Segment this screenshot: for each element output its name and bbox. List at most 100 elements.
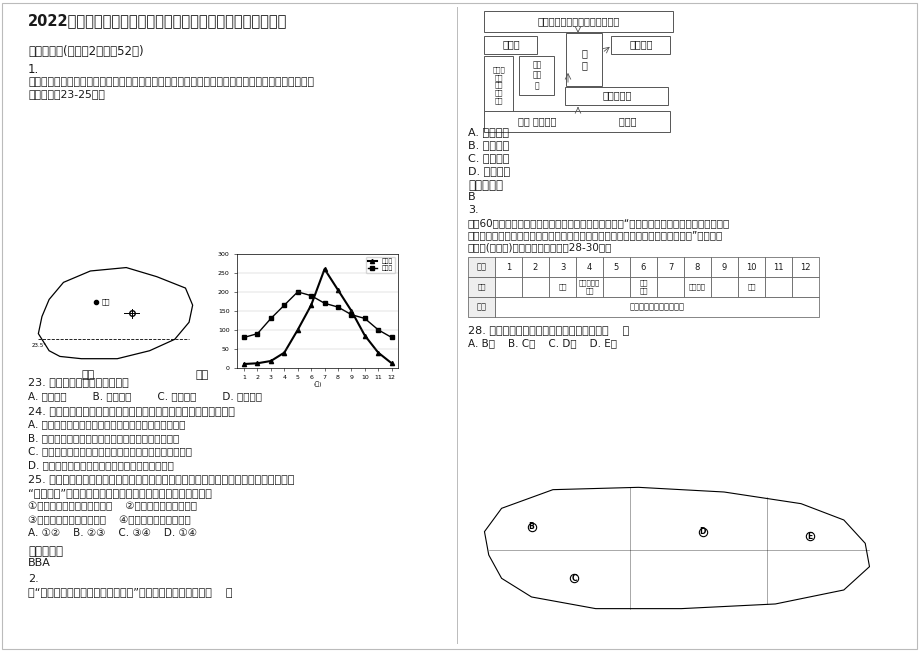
Line: 蒸发量: 蒸发量 xyxy=(242,290,393,339)
Text: 副产品: 副产品 xyxy=(502,40,519,49)
Text: ③政府扶持，科技投入较多    ④交通便利，市场潜力大: ③政府扶持，科技投入较多 ④交通便利，市场潜力大 xyxy=(28,515,190,525)
Text: 9: 9 xyxy=(721,262,726,271)
蒸发量 xyxy=(252,329,263,337)
Text: 10: 10 xyxy=(745,262,756,271)
蒸发量 xyxy=(372,326,383,334)
降水量 xyxy=(346,307,357,314)
Text: 图甲: 图甲 xyxy=(81,370,95,380)
Text: 参考答案：: 参考答案： xyxy=(28,545,62,558)
Text: 6: 6 xyxy=(641,262,645,271)
Bar xyxy=(630,277,656,297)
Bar xyxy=(710,277,737,297)
Text: 读“我国某乡镇农业产值结构规划图”，回答该地区可能位于（    ）: 读“我国某乡镇农业产值结构规划图”，回答该地区可能位于（ ） xyxy=(28,587,233,598)
Text: 23. 楚雄最严重的旱情多发生在: 23. 楚雄最严重的旱情多发生在 xyxy=(28,377,129,387)
Text: 野猪、狍子、山鸡等特色养殖业: 野猪、狍子、山鸡等特色养殖业 xyxy=(538,16,619,26)
Text: 大豆 玉米牧草                    种植业: 大豆 玉米牧草 种植业 xyxy=(517,116,636,126)
降水量 xyxy=(319,265,330,273)
Text: 翻土: 翻土 xyxy=(746,284,754,290)
Text: 23.5°: 23.5° xyxy=(31,342,46,348)
蒸发量 xyxy=(278,301,289,309)
Text: 8: 8 xyxy=(694,262,699,271)
Text: 作年历(见下表)和所提供的材料完成28-30题。: 作年历(见下表)和所提供的材料完成28-30题。 xyxy=(468,242,612,252)
Bar xyxy=(521,257,549,277)
降水量 xyxy=(278,349,289,357)
Text: “鲜花王国”荷兰相比，该省发展花卉种植业的优势区位条件是: “鲜花王国”荷兰相比，该省发展花卉种植业的优势区位条件是 xyxy=(28,488,211,498)
蒸发量 xyxy=(292,288,303,296)
Text: 5: 5 xyxy=(613,262,618,271)
Text: A. ①②    B. ②③    C. ③④    D. ①④: A. ①② B. ②③ C. ③④ D. ①④ xyxy=(28,529,197,538)
Text: A. 江汉平原: A. 江汉平原 xyxy=(468,127,508,137)
FancyBboxPatch shape xyxy=(565,87,668,105)
降水量 xyxy=(372,349,383,357)
Text: 今年60岁的杰恩和安娜夫妇经营了一个农场，杰恩说：“三四十年前农场常有许多来自西部牧: 今年60岁的杰恩和安娜夫妇经营了一个农场，杰恩说：“三四十年前农场常有许多来自西… xyxy=(468,218,730,228)
Text: 3: 3 xyxy=(559,262,564,271)
Text: 生猪饲养并进行免疫接种: 生猪饲养并进行免疫接种 xyxy=(629,303,684,311)
降水量 xyxy=(386,359,397,367)
Bar xyxy=(737,257,765,277)
Text: 一、选择题(每小题2分，共52分): 一、选择题(每小题2分，共52分) xyxy=(28,45,143,58)
Text: C: C xyxy=(571,574,576,583)
Text: 2.: 2. xyxy=(28,574,39,584)
Bar xyxy=(656,257,683,277)
Text: 7: 7 xyxy=(667,262,673,271)
FancyBboxPatch shape xyxy=(566,33,602,85)
Text: C. 北方冷空气势力强，太阳辐射弱，降水少，日较差较大: C. 北方冷空气势力强，太阳辐射弱，降水少，日较差较大 xyxy=(28,447,192,456)
Bar xyxy=(656,277,683,297)
FancyBboxPatch shape xyxy=(484,55,513,115)
Bar xyxy=(549,257,575,277)
Text: 楚雄: 楚雄 xyxy=(101,298,109,305)
Text: 饲料
加工
厂: 饲料 加工 厂 xyxy=(532,60,541,90)
FancyBboxPatch shape xyxy=(484,10,673,31)
Text: 市
场: 市 场 xyxy=(581,48,587,70)
Text: 沼气工程: 沼气工程 xyxy=(629,40,652,49)
Text: D. 成都平原: D. 成都平原 xyxy=(468,166,509,176)
降水量 xyxy=(359,331,370,339)
Bar xyxy=(683,257,710,277)
Text: B. 太阳辐射强，气温高，降水少，日照多，风力较强: B. 太阳辐射强，气温高，降水少，日照多，风力较强 xyxy=(28,433,179,443)
Legend: 降水量, 蒸发量: 降水量, 蒸发量 xyxy=(366,257,395,273)
Text: 1.: 1. xyxy=(28,63,40,76)
Bar xyxy=(494,257,521,277)
Text: ①纬度低、高海拔的气候条件    ②土地和劳动力成本较低: ①纬度低、高海拔的气候条件 ②土地和劳动力成本较低 xyxy=(28,501,197,512)
Text: 25. 图甲所示地区是世界上最适合种植鲜花的地区之一，花卉种植发展的非常快，与欧洲: 25. 图甲所示地区是世界上最适合种植鲜花的地区之一，花卉种植发展的非常快，与欧… xyxy=(28,475,294,484)
Bar xyxy=(468,277,494,297)
蒸发量 xyxy=(359,314,370,322)
Text: B: B xyxy=(468,192,475,202)
Text: D: D xyxy=(698,527,705,536)
Text: A. B地    B. C地    C. D地    D. E地: A. B地 B. C地 C. D地 D. E地 xyxy=(468,338,617,348)
Bar xyxy=(494,277,521,297)
Text: B: B xyxy=(528,523,534,531)
Text: 田间
管理: 田间 管理 xyxy=(639,280,647,294)
FancyBboxPatch shape xyxy=(484,36,537,53)
Bar xyxy=(791,277,818,297)
Text: 水产养殖业: 水产养殖业 xyxy=(602,90,631,100)
Text: ，读图回答23-25题。: ，读图回答23-25题。 xyxy=(28,89,105,99)
蒸发量 xyxy=(332,303,343,311)
Text: 11: 11 xyxy=(772,262,783,271)
Bar xyxy=(468,297,494,317)
Text: BBA: BBA xyxy=(28,559,51,568)
Text: 3.: 3. xyxy=(468,205,478,215)
Bar xyxy=(765,277,791,297)
Bar xyxy=(468,257,494,277)
蒸发量 xyxy=(386,333,397,341)
Bar xyxy=(575,257,602,277)
Bar xyxy=(549,277,575,297)
Text: 24. 读图乙，判断导致蒸发量最大的季节出现在该时段的主要原因是: 24. 读图乙，判断导致蒸发量最大的季节出现在该时段的主要原因是 xyxy=(28,406,234,416)
Bar xyxy=(602,257,630,277)
Bar xyxy=(602,277,630,297)
降水量 xyxy=(292,326,303,334)
Bar xyxy=(791,257,818,277)
Text: 耕作: 耕作 xyxy=(477,284,485,290)
Bar xyxy=(494,297,818,317)
FancyBboxPatch shape xyxy=(611,36,670,53)
Text: 畜数: 畜数 xyxy=(476,303,486,311)
Text: 农产品
加工
压榨
酿造
厂业: 农产品 加工 压榨 酿造 厂业 xyxy=(492,66,505,104)
Bar xyxy=(630,257,656,277)
Bar xyxy=(521,277,549,297)
Text: 图乙: 图乙 xyxy=(195,370,209,380)
降水量 xyxy=(238,360,249,368)
降水量 xyxy=(252,359,263,367)
Text: 12: 12 xyxy=(800,262,810,271)
蒸发量 xyxy=(305,292,316,299)
